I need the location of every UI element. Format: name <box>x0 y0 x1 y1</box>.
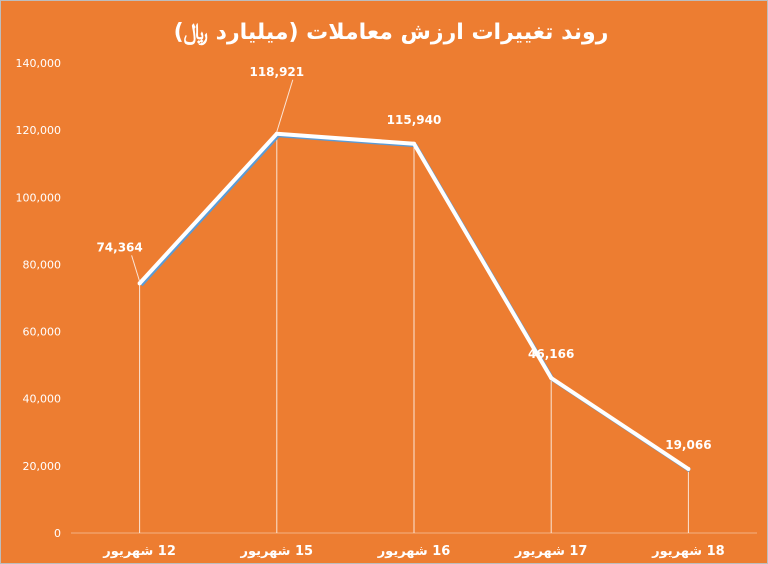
y-tick-label: 0 <box>54 527 61 540</box>
data-point <box>549 376 554 381</box>
data-label: 46,166 <box>528 347 574 361</box>
drop-lines <box>139 133 689 533</box>
y-tick-label: 40,000 <box>23 393 62 406</box>
data-label: 118,921 <box>249 65 304 79</box>
y-tick-label: 20,000 <box>23 460 62 473</box>
x-tick-label: 17 شهریور <box>514 544 588 559</box>
data-points <box>137 131 691 471</box>
y-tick-label: 140,000 <box>16 57 62 70</box>
data-label-leader <box>131 255 141 282</box>
data-label-leader <box>276 79 294 132</box>
x-tick-label: 18 شهریور <box>651 544 725 559</box>
data-label: 74,364 <box>96 240 142 254</box>
data-label: 115,940 <box>387 113 442 127</box>
data-point <box>686 466 691 471</box>
chart-title: روند تغییرات ارزش معاملات (میلیارد ﷼) <box>174 20 609 45</box>
y-tick-label: 120,000 <box>16 124 62 137</box>
data-point <box>412 141 416 146</box>
y-axis: 0 20,000 40,000 60,000 80,000 100,000 120,000 1… <box>16 57 62 540</box>
x-tick-label: 16 شهریور <box>377 544 451 559</box>
y-tick-label: 100,000 <box>16 191 62 204</box>
data-point <box>137 281 142 286</box>
data-label: 19,066 <box>665 438 711 452</box>
x-tick-label: 15 شهریور <box>240 544 314 559</box>
data-point <box>274 131 279 136</box>
x-tick-label: 12 شهریور <box>102 544 176 559</box>
y-tick-label: 80,000 <box>23 258 62 271</box>
data-labels: 74,364 118,921 115,940 46,166 19,066 <box>96 65 711 452</box>
y-tick-label: 60,000 <box>23 326 62 339</box>
